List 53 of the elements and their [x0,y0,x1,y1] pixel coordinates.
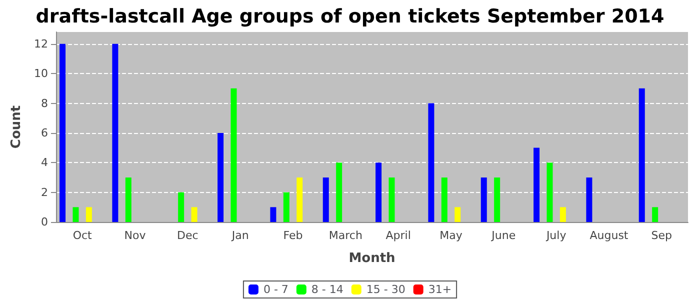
bar [560,207,566,222]
x-tick-label: June [490,229,516,242]
x-tick-label: Oct [72,229,93,242]
y-tick-label: 0 [41,216,48,228]
bar [283,192,290,222]
y-tick-label: 2 [41,186,48,199]
bar [270,207,276,222]
bar [480,177,487,222]
bar [296,177,303,222]
bar [546,162,553,222]
bar [441,177,448,222]
x-tick-label: July [545,229,567,242]
bar [494,177,500,222]
bar [454,207,461,222]
chart-title: drafts-lastcall Age groups of open tickets September 2014 [36,6,664,28]
x-tick-label: August [590,229,629,242]
bar [86,207,92,222]
bar [230,88,237,222]
bar [112,44,118,222]
bar [376,162,382,222]
x-tick-label: Jan [230,229,249,242]
bar [388,177,395,222]
bar [638,88,645,222]
x-tick-label: Sep [651,229,672,242]
bar [534,148,540,222]
bar [218,132,224,222]
y-tick-label: 6 [41,126,48,140]
y-axis-title: Count [9,105,24,149]
bar [178,192,184,222]
bar [336,162,342,222]
bar [72,207,79,222]
y-tick-label: 4 [41,156,48,170]
bar [125,177,132,222]
y-tick-label: 10 [34,67,48,80]
x-tick-label: May [440,229,463,242]
legend-label: 8 - 14 [311,283,344,296]
legend-label: 0 - 7 [263,283,288,296]
bar [428,103,434,222]
x-tick-label: March [328,229,362,242]
bar [322,177,329,222]
x-axis-title: Month [348,251,396,266]
x-tick-label: Feb [283,229,303,242]
y-tick-label: 8 [41,96,48,110]
x-tick-label: April [386,229,411,242]
bar [60,44,66,222]
y-tick-label: 12 [34,37,48,50]
legend-label: 15 - 30 [366,283,406,296]
bar [586,177,592,222]
bar [191,207,198,222]
bar [652,207,658,222]
legend-label: 31+ [428,283,452,296]
x-tick-label: Dec [177,229,198,242]
x-tick-label: Nov [124,229,146,242]
